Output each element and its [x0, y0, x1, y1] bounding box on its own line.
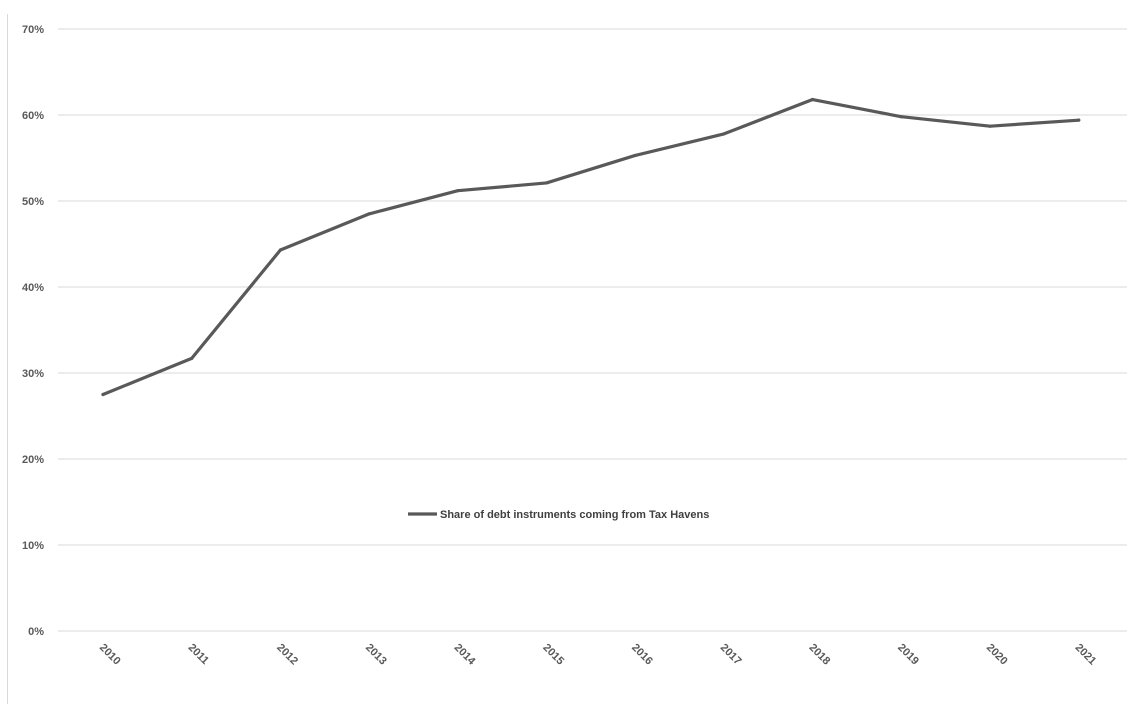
- x-tick-label: 2018: [806, 642, 832, 668]
- data-point-2011[interactable]: [190, 356, 194, 360]
- data-point-2019[interactable]: [899, 115, 903, 119]
- data-point-2016[interactable]: [633, 153, 637, 158]
- chart-frame: [7, 14, 1127, 704]
- y-tick-label: 60%: [22, 110, 44, 122]
- x-tick-label: 2015: [540, 642, 566, 668]
- x-tick-label: 2019: [895, 642, 921, 668]
- y-tick-label: 50%: [22, 196, 44, 208]
- data-point-2020[interactable]: [988, 124, 992, 128]
- x-tick-label: 2020: [984, 642, 1010, 668]
- x-tick-label: 2011: [186, 642, 211, 667]
- data-point-2018[interactable]: [811, 97, 815, 102]
- y-tick-label: 70%: [22, 24, 44, 36]
- data-point-2012[interactable]: [278, 248, 282, 252]
- data-point-2015[interactable]: [544, 181, 549, 185]
- x-axis-tick-labels: 2010 2011 2012 2013 2014 2015 2016 2017 2018 2019…: [97, 642, 1098, 668]
- x-tick-label: 2013: [363, 642, 389, 668]
- legend[interactable]: Share of debt instruments coming from Ta…: [408, 509, 709, 521]
- series-line[interactable]: [101, 97, 1081, 397]
- data-point-2017[interactable]: [722, 132, 726, 136]
- x-tick-label: 2014: [452, 642, 478, 668]
- y-tick-label: 10%: [22, 540, 44, 552]
- x-tick-label: 2012: [274, 642, 300, 668]
- series-group: [101, 97, 1081, 397]
- y-tick-label: 30%: [22, 368, 44, 380]
- data-point-2013[interactable]: [367, 212, 371, 216]
- y-tick-label: 40%: [22, 282, 44, 294]
- data-point-2014[interactable]: [456, 189, 460, 193]
- data-point-2021[interactable]: [1077, 118, 1081, 122]
- y-axis-tick-labels: 0% 10% 20% 30% 40% 50% 60% 70%: [22, 24, 44, 638]
- x-tick-label: 2016: [629, 642, 655, 668]
- legend-label: Share of debt instruments coming from Ta…: [440, 509, 709, 521]
- x-tick-label: 2017: [718, 642, 744, 668]
- gridlines: [58, 28, 1127, 632]
- y-tick-label: 20%: [22, 454, 44, 466]
- x-tick-label: 2010: [97, 642, 123, 668]
- x-tick-label: 2021: [1073, 642, 1099, 668]
- y-tick-label: 0%: [28, 626, 44, 638]
- data-point-2010[interactable]: [101, 392, 105, 397]
